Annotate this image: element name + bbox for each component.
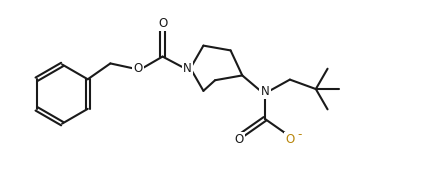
Text: O: O xyxy=(235,133,244,146)
Text: -: - xyxy=(297,128,301,141)
Text: O: O xyxy=(133,62,142,75)
Text: N: N xyxy=(260,85,269,98)
Text: O: O xyxy=(158,16,167,30)
Text: N: N xyxy=(183,62,192,75)
Text: O: O xyxy=(286,133,295,146)
